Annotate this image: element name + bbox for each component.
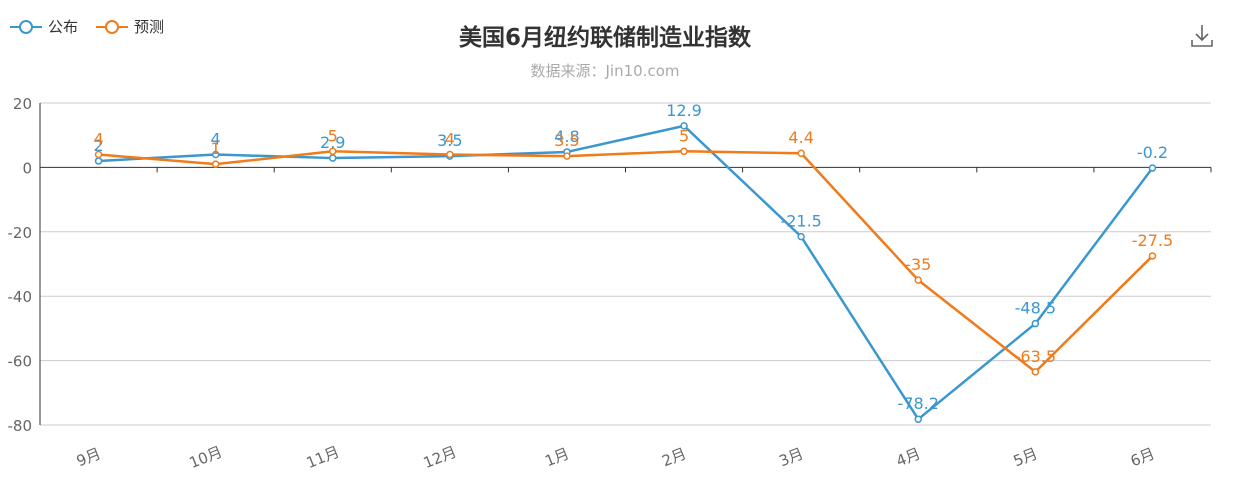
data-label: 4.4 xyxy=(788,128,813,147)
y-tick-label: -80 xyxy=(8,417,33,435)
chart-title: 美国6月纽约联储制造业指数 xyxy=(458,25,751,51)
data-point xyxy=(1031,368,1040,376)
x-tick-label: 2月 xyxy=(659,444,689,470)
data-label: -78.2 xyxy=(898,394,939,413)
data-point xyxy=(446,150,454,159)
data-label: 2 xyxy=(93,136,103,155)
y-tick-label: -20 xyxy=(8,224,33,242)
data-point xyxy=(1031,319,1040,328)
data-label: 5 xyxy=(328,126,338,145)
chart-subtitle: 数据来源：Jin10.com xyxy=(530,62,680,80)
series-line-0 xyxy=(98,124,1154,421)
x-tick-label: 11月 xyxy=(304,443,342,472)
legend-item-forecast[interactable]: 预测 xyxy=(96,16,164,37)
data-point xyxy=(94,157,103,165)
legend-label-forecast: 预测 xyxy=(134,18,165,36)
x-tick-label: 1月 xyxy=(542,444,572,470)
legend-label-published: 公布 xyxy=(48,18,79,36)
x-tick-label: 3月 xyxy=(777,444,807,470)
y-tick-label: 20 xyxy=(13,95,32,113)
series-line-1 xyxy=(98,150,1154,374)
legend-line-icon-forecast xyxy=(96,19,129,34)
data-label: -35 xyxy=(905,255,931,274)
x-tick-label: 12月 xyxy=(421,443,459,472)
y-tick-label: 0 xyxy=(22,159,32,177)
data-point xyxy=(1148,164,1157,172)
data-label: 1 xyxy=(211,139,221,158)
x-tick-label: 5月 xyxy=(1011,444,1041,470)
data-point xyxy=(797,149,805,157)
data-point xyxy=(680,122,688,130)
data-point xyxy=(797,232,805,241)
legend: 公布 预测 xyxy=(10,16,164,37)
legend-line-icon-published xyxy=(10,19,42,34)
data-point xyxy=(211,160,220,168)
data-label: 4 xyxy=(211,130,221,149)
x-tick-label: 10月 xyxy=(187,443,225,472)
data-label: -63.5 xyxy=(1015,347,1056,366)
data-label: 12.9 xyxy=(666,101,702,120)
data-point xyxy=(329,154,337,162)
data-label: 4 xyxy=(445,130,455,149)
data-point xyxy=(563,152,571,160)
data-label: -21.5 xyxy=(780,212,821,231)
data-point xyxy=(1148,252,1157,260)
data-label: 5 xyxy=(679,126,689,145)
data-point xyxy=(211,150,220,159)
data-point xyxy=(329,147,337,156)
data-label: 4 xyxy=(93,130,103,149)
x-tick-label: 4月 xyxy=(894,444,924,470)
y-tick-label: -60 xyxy=(8,353,33,371)
data-label: 3.5 xyxy=(437,131,462,150)
data-label: -0.2 xyxy=(1137,143,1168,162)
data-point xyxy=(680,147,688,156)
data-label: -27.5 xyxy=(1132,231,1173,250)
data-label: 3.5 xyxy=(554,131,579,150)
data-point xyxy=(914,276,922,284)
data-label: 4.8 xyxy=(554,127,579,146)
data-point xyxy=(94,150,103,159)
x-tick-label: 9月 xyxy=(74,444,104,470)
data-point xyxy=(914,415,922,423)
legend-item-published[interactable]: 公布 xyxy=(10,16,78,37)
y-tick-label: -40 xyxy=(8,288,33,306)
data-label: 2.9 xyxy=(320,133,345,152)
x-tick-label: 6月 xyxy=(1128,444,1158,470)
data-label: -48.5 xyxy=(1015,299,1056,318)
download-icon[interactable] xyxy=(1188,22,1216,50)
